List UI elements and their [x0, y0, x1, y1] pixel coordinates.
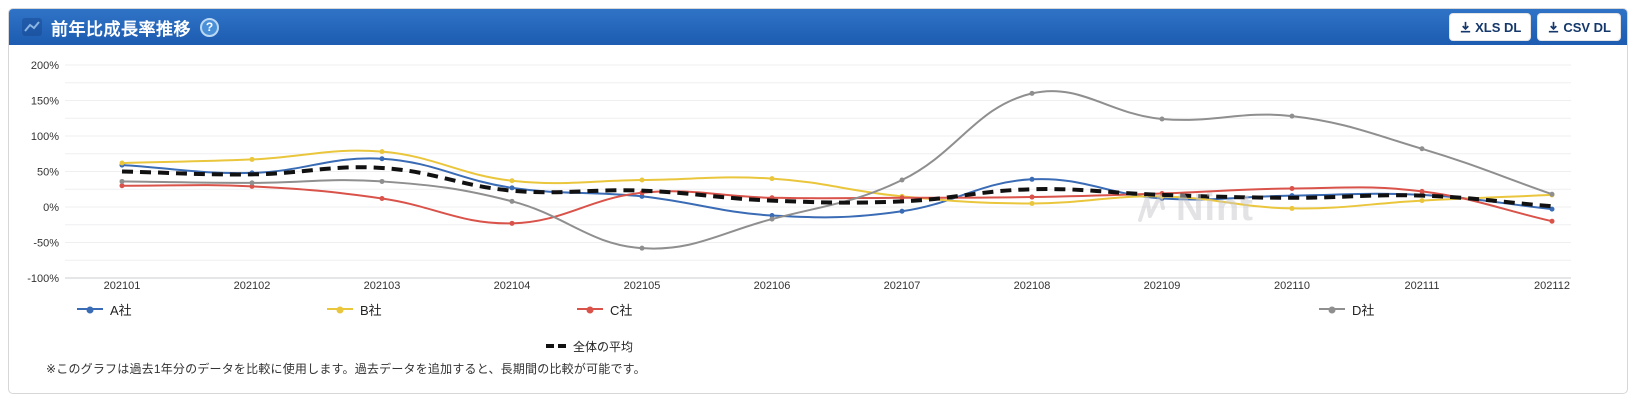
data-point-D社 — [1029, 90, 1035, 96]
x-axis-tick: 202112 — [1534, 280, 1570, 292]
download-icon — [1549, 21, 1559, 33]
xls-download-button[interactable]: XLS DL — [1449, 13, 1532, 41]
x-axis-tick: 202103 — [364, 280, 401, 292]
data-point-D社 — [1419, 146, 1425, 152]
data-point-B社 — [1289, 205, 1295, 211]
help-icon[interactable]: ? — [200, 17, 219, 37]
legend-label: B社 — [360, 302, 382, 318]
data-point-A社 — [899, 208, 905, 214]
growth-rate-chart: 200% 150% 100% 50% 0% -50% -100% 202101 202102 20… — [27, 60, 1571, 292]
legend-marker — [77, 306, 103, 314]
x-axis-tick: 202109 — [1144, 280, 1181, 292]
y-axis-tick: -50% — [33, 238, 59, 250]
data-point-C社 — [1289, 186, 1295, 192]
legend-label: 全体の平均 — [573, 339, 634, 354]
x-axis-tick: 202101 — [104, 280, 141, 292]
data-point-D社 — [509, 198, 515, 204]
legend-label: A社 — [110, 302, 132, 318]
x-axis-tick: 202108 — [1014, 280, 1051, 292]
legend-item-C社[interactable]: C社 — [577, 301, 633, 318]
data-point-D社 — [639, 245, 645, 251]
data-point-B社 — [249, 156, 255, 162]
data-point-A社 — [1029, 176, 1035, 182]
data-point-D社 — [899, 177, 905, 183]
data-point-D社 — [1289, 113, 1295, 119]
legend-label: D社 — [1352, 302, 1375, 318]
data-point-D社 — [1159, 116, 1165, 122]
data-point-D社 — [119, 178, 125, 184]
series-line-D社 — [121, 90, 1553, 250]
line-chart-icon — [22, 18, 42, 36]
data-point-C社 — [249, 183, 255, 189]
data-point-A社 — [379, 156, 385, 162]
data-point-C社 — [509, 220, 515, 226]
series-line-C社 — [121, 184, 1553, 225]
y-axis-tick: 150% — [31, 96, 59, 108]
download-icon — [1460, 21, 1471, 33]
x-axis-tick: 202104 — [494, 280, 531, 292]
series-line-B社 — [121, 149, 1553, 210]
legend-item-B社[interactable]: B社 — [327, 301, 382, 318]
legend-item-A社[interactable]: A社 — [77, 301, 132, 318]
x-axis-tick: 202106 — [754, 280, 791, 292]
data-point-A社 — [1549, 206, 1555, 212]
legend-marker-dot — [336, 306, 344, 314]
series-line-全体の平均 — [121, 165, 1553, 209]
legend-marker — [546, 344, 566, 348]
panel-title: 前年比成長率推移 — [51, 19, 191, 39]
y-axis-tick: -100% — [27, 273, 59, 285]
legend-item-D社[interactable]: D社 — [1319, 301, 1375, 318]
data-point-C社 — [379, 195, 385, 201]
data-point-B社 — [509, 178, 515, 184]
x-axis-tick: 202105 — [624, 280, 661, 292]
data-point-B社 — [379, 149, 385, 155]
chart-panel: 前年比成長率推移 ? XLS DL CSV DL 200% 150% 100% 50%… — [8, 8, 1628, 394]
csv-download-label: CSV DL — [1563, 19, 1611, 35]
chart-footnote: ※このグラフは過去1年分のデータを比較に使用します。過去データを追加すると、長期… — [46, 362, 646, 376]
data-point-C社 — [1419, 188, 1425, 194]
data-point-D社 — [249, 180, 255, 186]
data-point-A社 — [769, 213, 775, 219]
x-axis-tick: 202110 — [1274, 280, 1310, 292]
y-axis-tick: 50% — [37, 167, 59, 179]
data-point-C社 — [899, 195, 905, 201]
data-point-C社 — [119, 183, 125, 189]
panel-header: 前年比成長率推移 ? XLS DL CSV DL — [9, 9, 1627, 45]
legend-marker-dot — [86, 306, 94, 314]
data-point-B社 — [1029, 200, 1035, 206]
xls-download-label: XLS DL — [1475, 19, 1522, 35]
y-axis-tick: 0% — [43, 202, 59, 214]
data-point-B社 — [1419, 198, 1425, 204]
csv-download-button[interactable]: CSV DL — [1537, 13, 1621, 41]
x-axis-tick: 202102 — [234, 280, 271, 292]
legend-label: C社 — [610, 302, 633, 318]
series-line-A社 — [121, 157, 1553, 219]
data-point-D社 — [769, 216, 775, 222]
legend-marker — [577, 306, 603, 314]
x-axis-tick: 202111 — [1404, 280, 1439, 292]
legend-marker-dot — [1328, 306, 1336, 314]
data-point-A社 — [509, 185, 515, 191]
legend-marker-dot — [586, 306, 594, 314]
data-point-D社 — [379, 178, 385, 184]
data-point-B社 — [119, 160, 125, 166]
data-point-B社 — [769, 176, 775, 182]
legend-marker — [1319, 306, 1345, 314]
legend-marker — [327, 306, 353, 314]
legend-item-全体の平均[interactable]: 全体の平均 — [546, 338, 633, 354]
data-point-A社 — [639, 193, 645, 199]
data-point-C社 — [1029, 194, 1035, 200]
x-axis-tick: 202107 — [884, 280, 921, 292]
y-axis-tick: 100% — [31, 131, 59, 143]
data-point-D社 — [1549, 191, 1555, 197]
y-axis-tick: 200% — [31, 60, 59, 72]
data-point-C社 — [1549, 218, 1555, 224]
data-point-B社 — [639, 177, 645, 183]
